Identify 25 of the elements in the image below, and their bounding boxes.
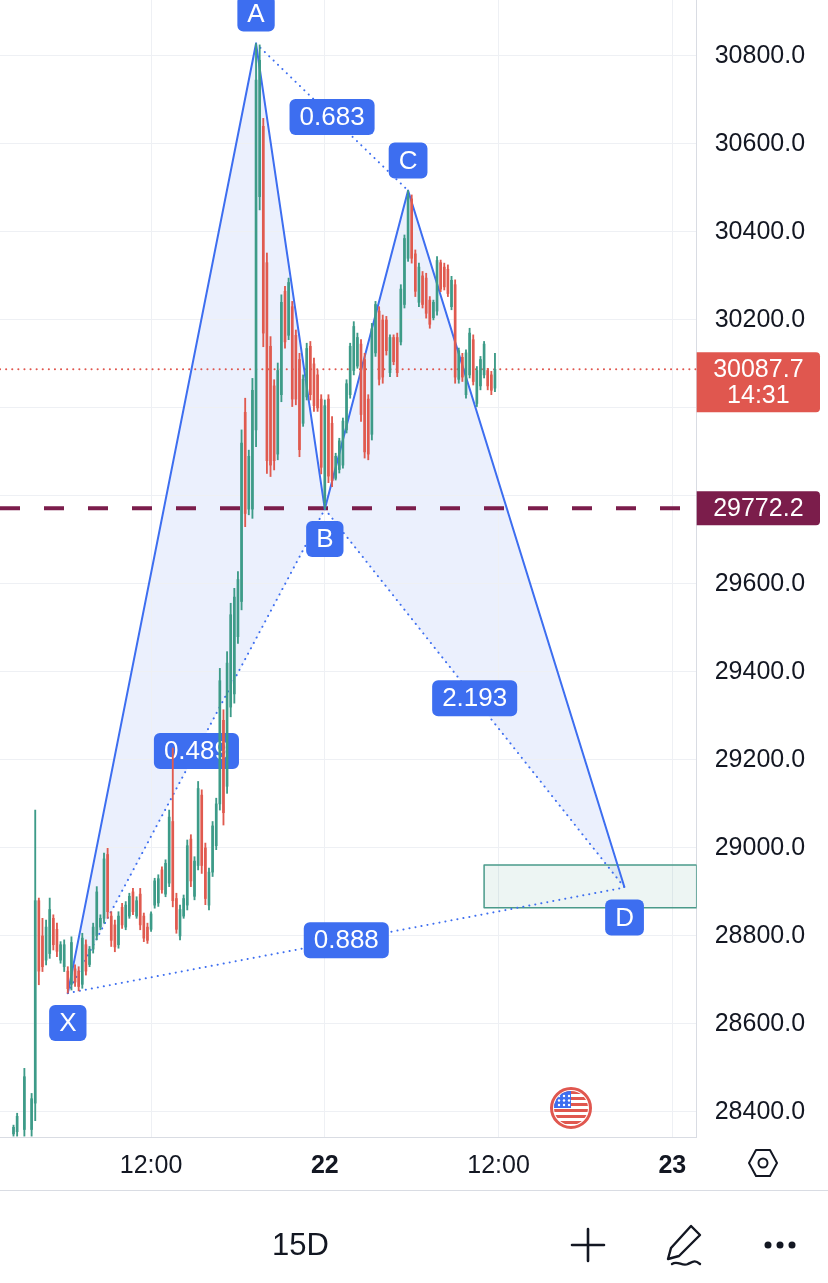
- x-tick-label: 22: [310, 1149, 339, 1178]
- annotation: 0.683: [299, 101, 365, 132]
- y-tick-label: 29600.0: [714, 567, 806, 596]
- annotation: C: [398, 144, 418, 175]
- y-tick-label: 29200.0: [714, 743, 806, 772]
- annotation: D: [615, 901, 634, 932]
- y-tick-label: 30800.0: [714, 39, 806, 68]
- annotation: X: [59, 1007, 77, 1038]
- y-tick-label: 28600.0: [714, 1007, 806, 1036]
- y-tick-label: 30600.0: [714, 127, 806, 156]
- x-tick-label: 12:00: [119, 1149, 183, 1178]
- y-tick-label: 28800.0: [714, 919, 806, 948]
- x-tick-label: 12:00: [467, 1149, 530, 1178]
- ref-line-label: 30087.7 14:31: [713, 354, 804, 409]
- ref-line-label: 29772.2: [713, 493, 804, 522]
- annotation: 0.888: [313, 924, 379, 955]
- y-tick-label: 29000.0: [714, 831, 806, 860]
- annotation: B: [316, 523, 334, 554]
- annotation: A: [247, 0, 266, 28]
- x-tick-label: 23: [658, 1149, 687, 1178]
- y-tick-label: 28400.0: [714, 1095, 806, 1124]
- annotation: 2.193: [442, 682, 508, 713]
- y-tick-label: 30400.0: [714, 215, 806, 244]
- y-tick-label: 30200.0: [714, 303, 806, 332]
- y-tick-label: 29400.0: [714, 655, 806, 684]
